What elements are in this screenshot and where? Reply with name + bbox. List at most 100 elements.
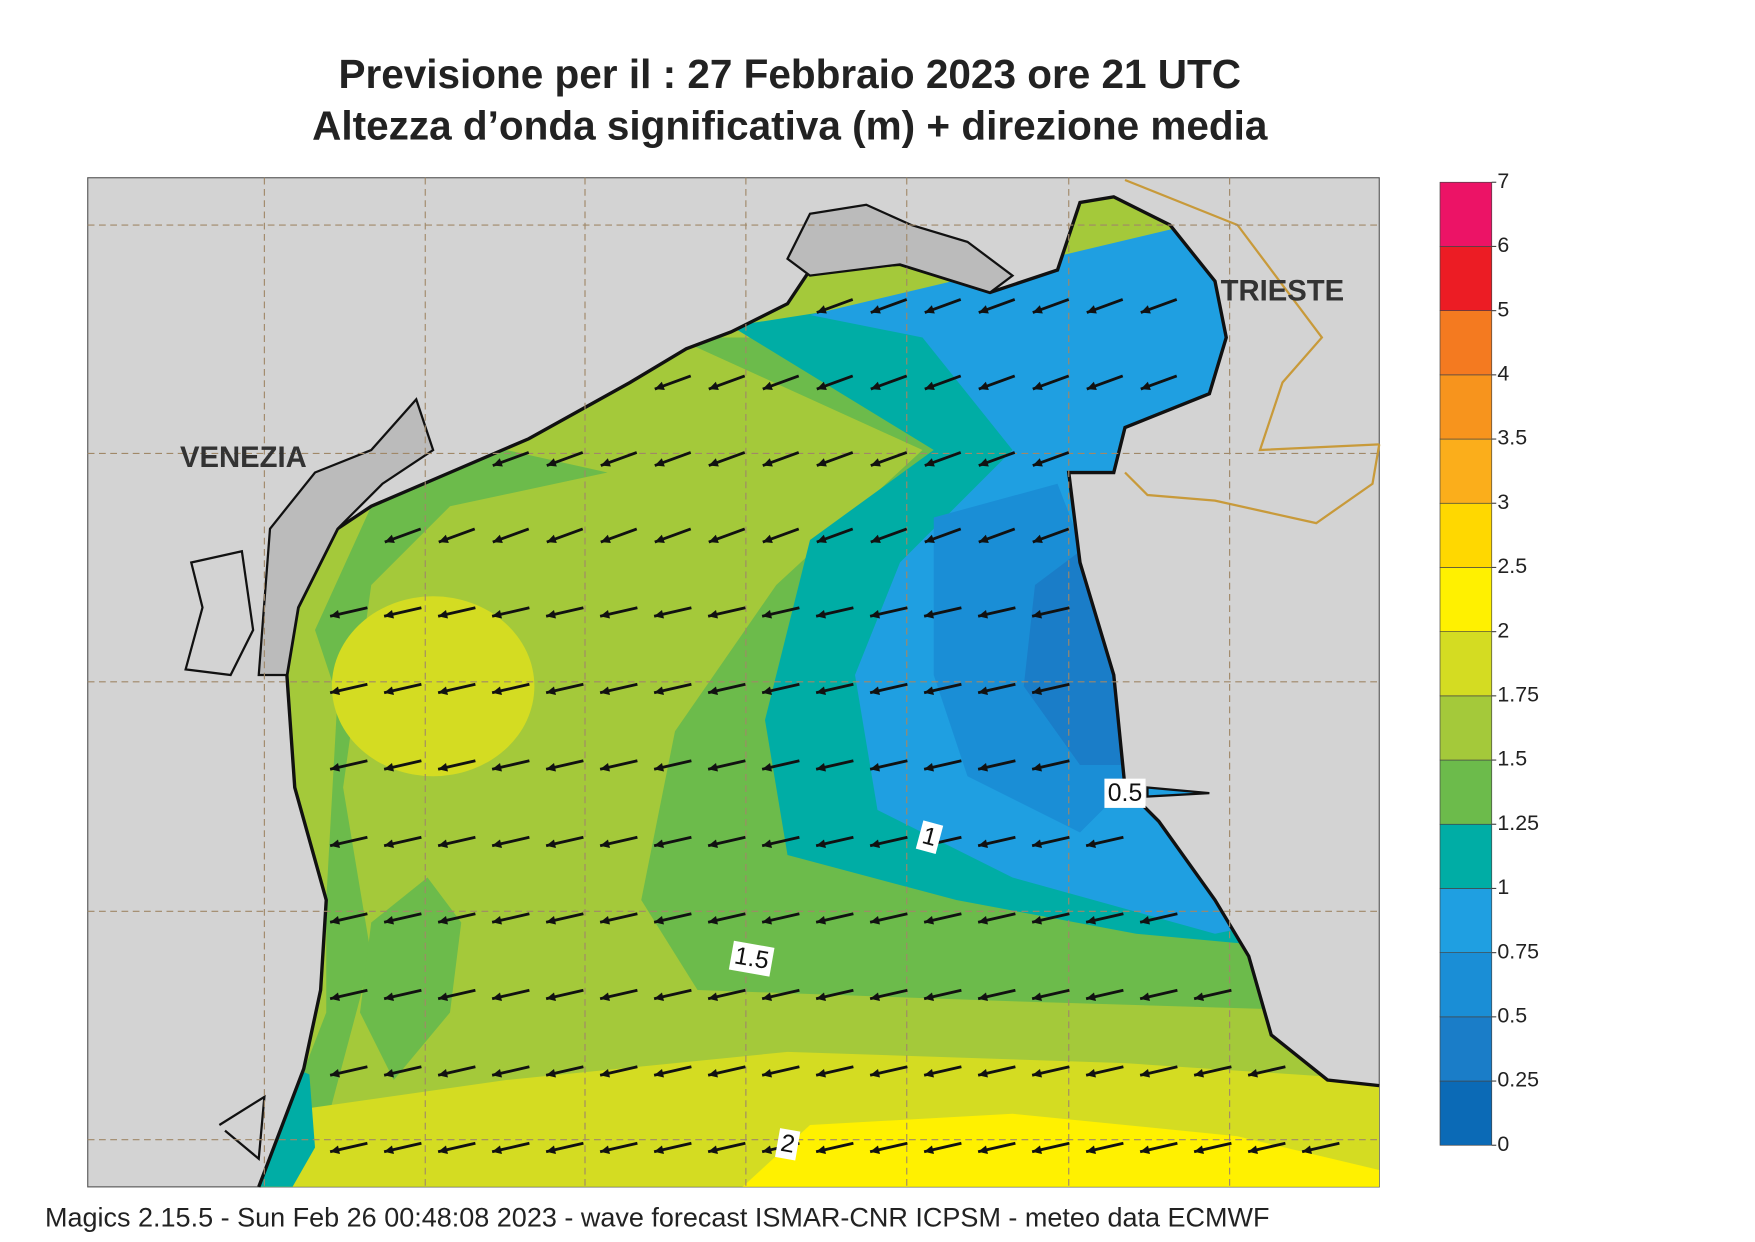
arrow-head xyxy=(816,762,826,772)
arrow-head xyxy=(492,915,502,925)
colorbar-band xyxy=(1439,759,1493,825)
contour-label: 1.5 xyxy=(728,940,775,977)
colorbar-label: 1 xyxy=(1497,875,1509,899)
subtitle: Altezza d’onda significativa (m) + direz… xyxy=(312,103,1268,149)
arrow-head xyxy=(978,686,988,696)
colorbar-band xyxy=(1439,952,1493,1018)
arrow-head xyxy=(816,686,826,696)
arrow-head xyxy=(1140,1068,1150,1078)
colorbar: 0 0.25 0.5 0.75 1 1.25 1.5 1.75 2 2.5 3 3.5 4 5 6 7 xyxy=(1439,169,1539,1156)
arrow-head xyxy=(438,992,448,1002)
arrow-head xyxy=(654,992,664,1002)
colorbar-band xyxy=(1439,567,1493,632)
arrow-head xyxy=(1086,915,1096,925)
arrow-head xyxy=(870,992,880,1002)
arrow-head xyxy=(654,609,664,619)
arrow-head xyxy=(654,839,664,849)
arrow-head xyxy=(762,839,772,849)
arrow-head xyxy=(1032,992,1042,1002)
arrow-head xyxy=(546,1145,556,1155)
arrow-head xyxy=(870,1068,880,1078)
arrow-head xyxy=(924,381,935,391)
colorbar-label: 0.75 xyxy=(1497,939,1539,963)
arrow-head xyxy=(870,1145,880,1155)
arrow-head xyxy=(1086,305,1097,314)
arrow-head xyxy=(870,534,881,544)
zone xyxy=(258,450,608,1187)
colorbar-label: 1.5 xyxy=(1497,747,1527,771)
arrow-head xyxy=(870,381,881,391)
arrow-head xyxy=(924,915,934,925)
footer: Magics 2.15.5 - Sun Feb 26 00:48:08 2023… xyxy=(45,1202,1270,1232)
arrow-head xyxy=(870,762,880,772)
arrow-head xyxy=(600,609,610,619)
arrow-head xyxy=(492,839,502,849)
title: Previsione per il : 27 Febbraio 2023 ore… xyxy=(338,51,1241,97)
zone xyxy=(360,877,462,1080)
arrow-head xyxy=(708,1145,718,1155)
coast-detail xyxy=(218,1094,266,1161)
arrow-head xyxy=(762,534,773,544)
arrow-head xyxy=(1140,915,1150,925)
arrow-head xyxy=(1032,915,1042,925)
arrow-head xyxy=(816,992,826,1002)
colorbar-band xyxy=(1439,1016,1493,1082)
arrow-head xyxy=(816,1068,826,1078)
arrow-head xyxy=(654,915,664,925)
arrow-head xyxy=(600,458,611,467)
arrow-head xyxy=(330,1068,340,1078)
arrow-head xyxy=(492,686,502,696)
contour-label: 1 xyxy=(915,820,944,854)
zone xyxy=(742,1113,1380,1187)
arrow-head xyxy=(762,1145,772,1155)
graticule xyxy=(87,177,1380,1187)
arrow-head xyxy=(978,1145,988,1155)
arrow-head xyxy=(546,915,556,925)
contour-label-box xyxy=(915,820,944,854)
arrow-head xyxy=(1140,1145,1150,1155)
zone xyxy=(331,596,535,777)
arrow-head xyxy=(654,381,665,391)
arrow-head xyxy=(1194,992,1204,1002)
arrow-head xyxy=(708,915,718,925)
arrow-head xyxy=(1032,534,1043,544)
contour-label-box xyxy=(728,940,775,977)
arrow-head xyxy=(708,609,718,619)
colorbar-band xyxy=(1439,823,1493,889)
wave-direction-arrows xyxy=(329,298,1340,1155)
arrow-head xyxy=(546,1068,556,1078)
arrow-head xyxy=(438,686,448,696)
arrow-head xyxy=(1032,686,1042,696)
arrow-head xyxy=(708,458,719,467)
arrow-head xyxy=(1032,458,1043,467)
arrow-head xyxy=(924,305,935,314)
arrow-head xyxy=(870,915,880,925)
arrow-head xyxy=(492,1145,502,1155)
colorbar-band xyxy=(1439,246,1493,311)
arrow-head xyxy=(654,1068,664,1078)
arrow-head xyxy=(978,381,989,391)
arrow-head xyxy=(384,686,394,696)
arrow-head xyxy=(924,458,935,467)
arrow-head xyxy=(708,381,719,391)
arrow-head xyxy=(1140,305,1151,314)
colorbar-label: 0.25 xyxy=(1497,1068,1539,1092)
arrow-head xyxy=(330,686,340,696)
arrow-head xyxy=(816,534,827,544)
arrow-head xyxy=(384,915,394,925)
arrow-head xyxy=(870,839,880,849)
arrow-head xyxy=(546,762,556,772)
arrow-head xyxy=(762,686,772,696)
arrow-head xyxy=(546,839,556,849)
arrow-head xyxy=(384,839,394,849)
border xyxy=(1124,444,1381,525)
arrow-head xyxy=(924,762,934,772)
contour-label-text: 2 xyxy=(779,1130,797,1159)
arrow-head xyxy=(762,762,772,772)
arrow-head xyxy=(870,458,881,467)
colorbar-label: 2 xyxy=(1497,618,1509,642)
arrow-head xyxy=(438,534,449,544)
colorbar-band xyxy=(1439,502,1493,568)
colorbar-label: 2.5 xyxy=(1497,554,1527,578)
arrow-head xyxy=(924,992,934,1002)
